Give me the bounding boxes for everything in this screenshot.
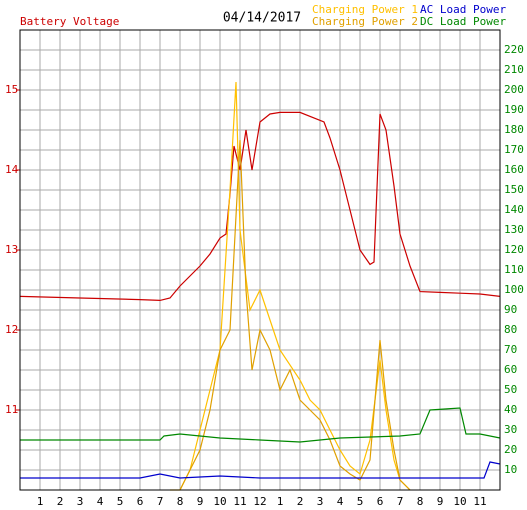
x-tick-label: 7 <box>397 495 404 508</box>
x-tick-label: 4 <box>97 495 104 508</box>
x-tick-label: 8 <box>417 495 424 508</box>
y2-tick-label: 100 <box>504 283 524 296</box>
legend-entry: DC Load Power <box>420 15 506 28</box>
y-tick-label: 13 <box>5 243 18 256</box>
series-line <box>19 111 501 302</box>
x-tick-label: 6 <box>137 495 144 508</box>
x-tick-label: 2 <box>297 495 304 508</box>
x-tick-label: 11 <box>233 495 246 508</box>
x-tick-label: 2 <box>57 495 64 508</box>
x-tick-label: 10 <box>213 495 226 508</box>
y2-tick-label: 10 <box>504 463 517 476</box>
y2-tick-label: 130 <box>504 223 524 236</box>
y2-tick-label: 200 <box>504 83 524 96</box>
series-line <box>20 407 501 443</box>
y2-tick-label: 190 <box>504 103 524 116</box>
y2-tick-label: 160 <box>504 163 524 176</box>
y-tick-label: 15 <box>5 83 18 96</box>
y2-tick-label: 180 <box>504 123 524 136</box>
x-tick-label: 1 <box>37 495 44 508</box>
x-tick-label: 6 <box>377 495 384 508</box>
y2-tick-label: 60 <box>504 363 517 376</box>
y2-tick-label: 50 <box>504 383 517 396</box>
legend-entry: AC Load Power <box>420 3 506 16</box>
y2-tick-label: 220 <box>504 43 524 56</box>
y2-tick-label: 170 <box>504 143 524 156</box>
y-tick-label: 12 <box>5 323 18 336</box>
series-line <box>179 139 411 491</box>
x-tick-label: 3 <box>317 495 324 508</box>
x-tick-label: 1 <box>277 495 284 508</box>
y-tick-label: 14 <box>5 163 19 176</box>
series-line <box>170 81 411 491</box>
y2-tick-label: 70 <box>504 343 517 356</box>
chart-title: 04/14/2017 <box>223 11 301 26</box>
x-tick-label: 5 <box>117 495 124 508</box>
x-tick-label: 9 <box>197 495 204 508</box>
x-tick-label: 4 <box>337 495 344 508</box>
y2-tick-label: 20 <box>504 443 517 456</box>
y2-tick-label: 110 <box>504 263 524 276</box>
x-tick-label: 11 <box>473 495 486 508</box>
x-tick-label: 8 <box>177 495 184 508</box>
y2-tick-label: 140 <box>504 203 524 216</box>
y2-tick-label: 90 <box>504 303 517 316</box>
y2-tick-label: 210 <box>504 63 524 76</box>
series-line <box>20 461 501 479</box>
y2-tick-label: 30 <box>504 423 517 436</box>
plot-border <box>19 29 501 491</box>
x-tick-label: 3 <box>77 495 84 508</box>
y-tick-label: 11 <box>5 403 18 416</box>
y2-tick-label: 80 <box>504 323 517 336</box>
y2-tick-label: 40 <box>504 403 517 416</box>
y-axis-label: Battery Voltage <box>20 15 119 28</box>
x-tick-label: 5 <box>357 495 364 508</box>
y2-tick-label: 120 <box>504 243 524 256</box>
x-tick-label: 9 <box>437 495 444 508</box>
x-tick-label: 7 <box>157 495 164 508</box>
x-tick-label: 12 <box>253 495 266 508</box>
legend-entry: Charging Power 2 <box>312 15 418 28</box>
y2-tick-label: 150 <box>504 183 524 196</box>
x-tick-label: 10 <box>453 495 466 508</box>
legend-entry: Charging Power 1 <box>312 3 418 16</box>
